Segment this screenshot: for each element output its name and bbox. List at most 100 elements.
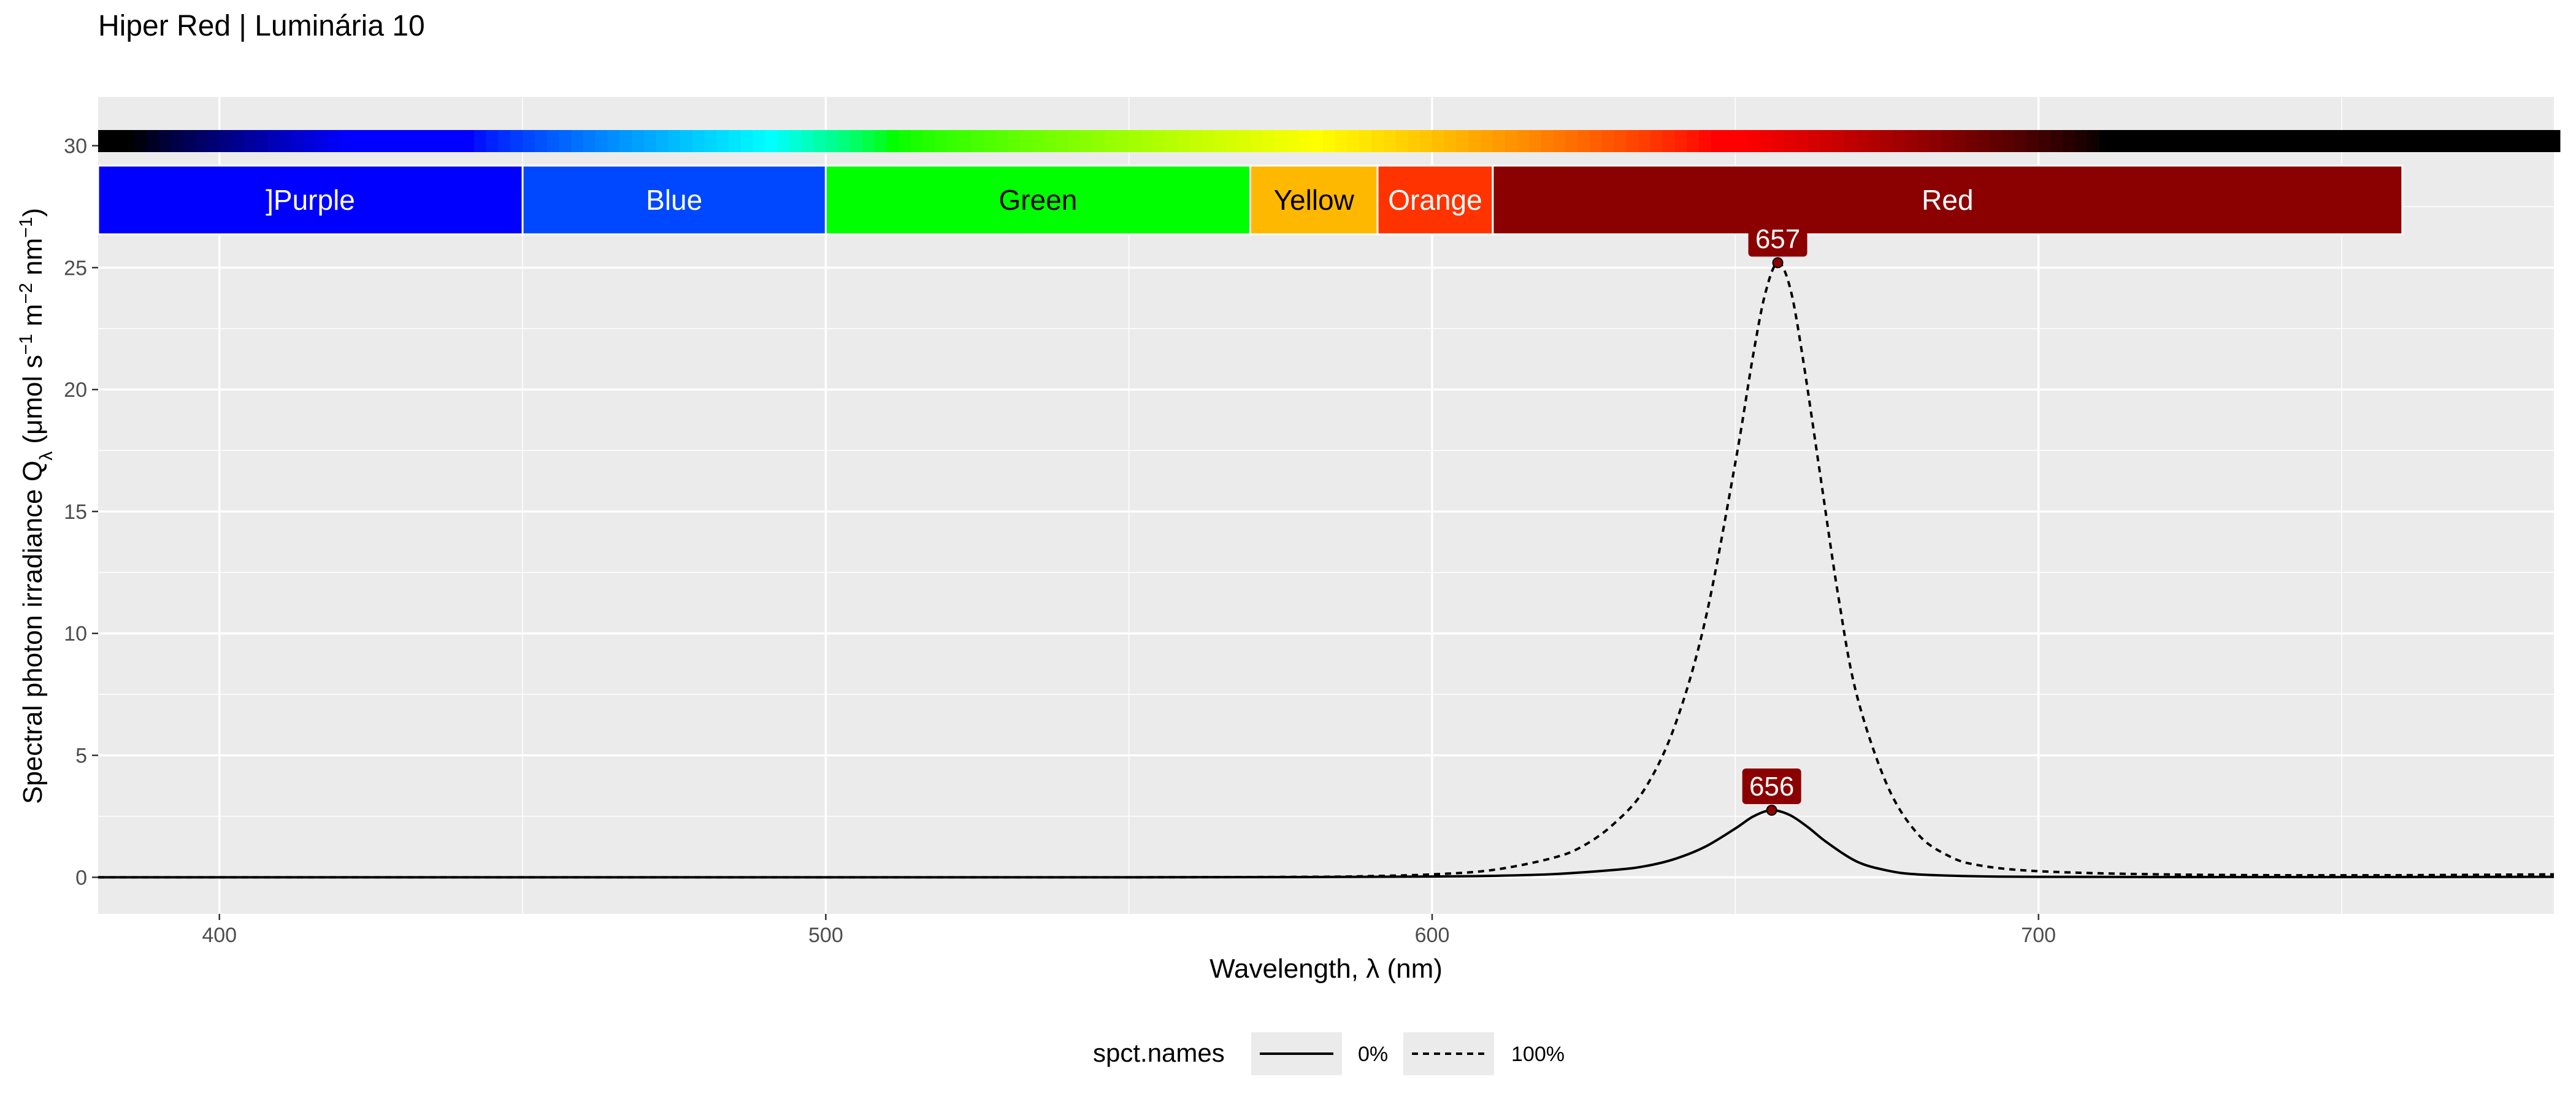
spectrum-segment — [2002, 130, 2015, 152]
spectrum-segment — [2172, 130, 2185, 152]
spectrum-segment — [1517, 130, 1530, 152]
spectrum-segment — [110, 130, 123, 152]
spectrum-segment — [401, 130, 414, 152]
spectrum-segment — [1019, 130, 1033, 152]
series-line-1 — [98, 261, 2555, 879]
x-tick-label-2: 600 — [1415, 924, 1450, 947]
spectrum-segment — [219, 130, 232, 152]
spectrum-segment — [1468, 130, 1481, 152]
spectrum-segment — [571, 130, 584, 152]
spectrum-segment — [1165, 130, 1178, 152]
band-rect-0 — [97, 164, 524, 236]
spectrum-segment — [2183, 130, 2197, 152]
spectrum-segment — [692, 130, 705, 152]
spectrum-segment — [2450, 130, 2464, 152]
peak-point-1 — [1766, 805, 1777, 816]
color-band-rects: ]Purple Blue Green Yellow Orange Red — [97, 164, 2404, 236]
spectrum-segment — [1735, 130, 1748, 152]
spectrum-segment — [1250, 130, 1263, 152]
spectrum-segment — [316, 130, 329, 152]
spectrum-segment — [1238, 130, 1251, 152]
x-tick-label-1: 500 — [808, 924, 843, 947]
spectrum-segment — [243, 130, 256, 152]
spectrum-segment — [280, 130, 293, 152]
spectrum-segment — [2536, 130, 2548, 152]
spectrum-segment — [207, 130, 220, 152]
spectrum-segment — [2499, 130, 2512, 152]
spectrum-segment — [1541, 130, 1554, 152]
spectrum-segment — [922, 130, 935, 152]
spectrum-segment — [643, 130, 657, 152]
spectrum-segment — [486, 130, 499, 152]
peak-label-box-0 — [1748, 221, 1807, 257]
spectrum-segment — [559, 130, 572, 152]
spectrum-segment — [862, 130, 875, 152]
spectrum-segment — [607, 130, 620, 152]
spectrum-segment — [2317, 130, 2330, 152]
spectrum-segment — [2233, 130, 2245, 152]
spectrum-segment — [1286, 130, 1300, 152]
y-tick-label-1: 5 — [75, 745, 87, 768]
spectrum-segment — [2244, 130, 2258, 152]
spectrum-segment — [2426, 130, 2439, 152]
spectrum-segment — [1966, 130, 1979, 152]
spectrum-segment — [1481, 130, 1493, 152]
spectrum-segment — [1601, 130, 1615, 152]
spectrum-segment — [1323, 130, 1336, 152]
spectrum-segment — [267, 130, 281, 152]
spectrum-segment — [2402, 130, 2415, 152]
spectrum-segment — [1492, 130, 1506, 152]
spectrum-segment — [2135, 130, 2149, 152]
spectrum-segment — [874, 130, 887, 152]
spectrum-segment — [1298, 130, 1311, 152]
legend-title: spct.names — [1093, 1038, 1225, 1067]
spectrum-segment — [1432, 130, 1445, 152]
spectrum-segment — [947, 130, 960, 152]
spectrum-segment — [1880, 130, 1893, 152]
legend: spct.names 0% 100% — [1093, 1032, 1565, 1075]
spectrum-segment — [1032, 130, 1045, 152]
spectrum-segment — [2281, 130, 2294, 152]
spectrum-segment — [2208, 130, 2221, 152]
spectrum-segment — [2160, 130, 2172, 152]
spectrum-segment — [1674, 130, 1687, 152]
spectrum-segment — [1917, 130, 1930, 152]
peak-point-0 — [1772, 257, 1784, 269]
spectrum-segment — [2353, 130, 2367, 152]
spectrum-segment — [777, 130, 790, 152]
spectrum-segment — [1116, 130, 1130, 152]
spectrum-segment — [2523, 130, 2536, 152]
spectrum-segment — [886, 130, 899, 152]
spectrum-segment — [1796, 130, 1809, 152]
spectrum-segment — [729, 130, 742, 152]
spectrum-segment — [2487, 130, 2500, 152]
band-label-3: Yellow — [1274, 184, 1355, 216]
spectrum-segment — [158, 130, 172, 152]
band-rect-2 — [824, 164, 1251, 236]
spectrum-segment — [1456, 130, 1469, 152]
spectrum-segment — [971, 130, 984, 152]
spectrum-segment — [1905, 130, 1918, 152]
spectrum-segment — [1807, 130, 1821, 152]
spectrum-segment — [365, 130, 378, 152]
spectrum-segment — [995, 130, 1008, 152]
spectrum-segment — [1505, 130, 1518, 152]
spectrum-segment — [2366, 130, 2379, 152]
spectrum-segment — [1274, 130, 1287, 152]
spectrum-segment — [1759, 130, 1773, 152]
spectrum-segment — [425, 130, 439, 152]
x-axis-label: Wavelength, λ (nm) — [1209, 954, 1443, 984]
spectrum-segment — [1747, 130, 1760, 152]
spectrum-segment — [656, 130, 669, 152]
spectrum-segment — [1832, 130, 1845, 152]
spectrum-segment — [632, 130, 645, 152]
spectrum-segment — [462, 130, 475, 152]
spectrum-segment — [1893, 130, 1906, 152]
legend-label-0: 0% — [1358, 1043, 1388, 1066]
spectrum-segment — [2548, 130, 2561, 152]
spectrum-segment — [2305, 130, 2318, 152]
spectrum-segment — [1141, 130, 1154, 152]
spectrum-segment — [1068, 130, 1081, 152]
spectrum-segment — [256, 130, 269, 152]
band-label-0: ]Purple — [266, 184, 355, 216]
